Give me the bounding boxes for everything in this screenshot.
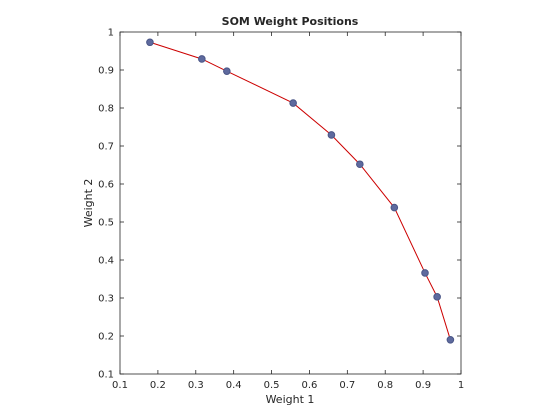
- series-line: [149, 41, 451, 340]
- x-axis-label: Weight 1: [266, 393, 315, 406]
- y-axis-label: Weight 2: [82, 179, 95, 228]
- x-tick-labels: 0.1 0.2 0.3 0.4 0.5 0.6 0.7 0.8 0.9 1: [112, 380, 464, 391]
- y-tick-label: 0.7: [98, 142, 114, 153]
- data-point: [433, 293, 441, 301]
- x-tick-label: 1: [458, 380, 464, 391]
- x-tick-label: 0.5: [264, 380, 280, 391]
- data-point: [289, 99, 297, 107]
- x-tick-label: 0.3: [188, 380, 204, 391]
- x-tick-label: 0.8: [377, 380, 393, 391]
- chart-title: SOM Weight Positions: [222, 15, 359, 28]
- y-tick-labels: 0.1 0.2 0.3 0.4 0.5 0.6 0.7 0.8 0.9 1: [98, 28, 114, 381]
- axis-ticks: [119, 31, 462, 375]
- data-series: [146, 38, 455, 344]
- data-point: [327, 131, 336, 139]
- x-tick-label: 0.4: [226, 380, 242, 391]
- data-point: [446, 336, 455, 344]
- x-tick-label: 0.1: [112, 380, 128, 391]
- y-tick-label: 1: [108, 28, 114, 39]
- y-tick-label: 0.2: [98, 332, 114, 343]
- y-tick-label: 0.1: [98, 370, 114, 381]
- plot-area: [119, 31, 462, 375]
- x-tick-label: 0.9: [415, 380, 431, 391]
- y-tick-label: 0.4: [98, 256, 114, 267]
- y-tick-label: 0.5: [98, 218, 114, 229]
- data-point: [421, 269, 429, 277]
- data-point: [146, 38, 154, 47]
- y-tick-label: 0.3: [98, 294, 114, 305]
- data-point: [223, 67, 231, 75]
- data-point: [198, 55, 206, 63]
- y-tick-label: 0.6: [98, 180, 114, 191]
- x-tick-label: 0.2: [150, 380, 166, 391]
- y-tick-label: 0.9: [98, 66, 114, 77]
- x-tick-label: 0.7: [339, 380, 355, 391]
- data-point: [390, 203, 399, 212]
- data-point: [356, 160, 364, 169]
- y-tick-label: 0.8: [98, 104, 114, 115]
- x-tick-label: 0.6: [301, 380, 317, 391]
